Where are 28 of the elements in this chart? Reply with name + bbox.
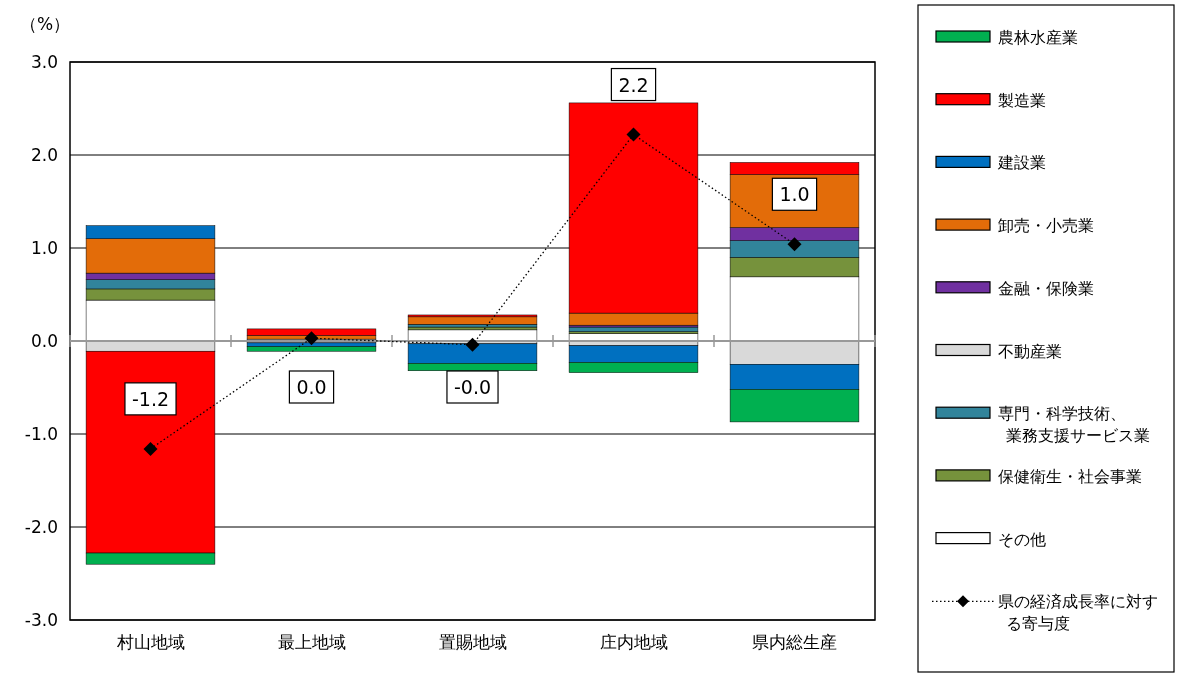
y-tick-label: 1.0 [30, 238, 58, 258]
x-tick-label: 置賜地域 [438, 632, 507, 652]
legend-label: 農林水産業 [998, 28, 1078, 47]
legend-label: 不動産業 [998, 341, 1062, 361]
x-tick-label: 村山地域 [115, 632, 185, 652]
y-tick-label: 0.0 [30, 331, 58, 351]
y-tick-label: 3.0 [30, 52, 58, 72]
x-tick-label: 県内総生産 [752, 632, 837, 652]
legend-label: その他 [998, 529, 1046, 549]
y-tick-label: -3.0 [24, 610, 58, 630]
data-label: -1.2 [131, 387, 170, 410]
legend-label: 卸売・小売業 [998, 216, 1094, 236]
y-tick-label: -1.0 [24, 424, 58, 444]
legend-label: 専門・科学技術、業務支援サービス業 [998, 404, 1150, 446]
legend-label: 県の経済成長率に対する寄与度 [998, 592, 1158, 634]
legend-label: 金融・保険業 [998, 278, 1094, 298]
data-label: -0.0 [453, 376, 492, 398]
y-tick-label: -2.0 [24, 517, 58, 537]
x-tick-label: 庄内地域 [599, 632, 668, 652]
y-axis-title: （%） [19, 14, 71, 34]
x-tick-label: 最上地域 [277, 632, 346, 652]
data-label: 1.0 [779, 183, 810, 206]
legend-label: 保健衛生・社会事業 [998, 466, 1142, 486]
data-label: 0.0 [296, 376, 327, 398]
y-tick-label: 2.0 [30, 145, 58, 165]
legend-label: 建設業 [997, 153, 1046, 173]
data-label: 2.2 [618, 73, 649, 96]
legend-label: 製造業 [998, 90, 1046, 110]
